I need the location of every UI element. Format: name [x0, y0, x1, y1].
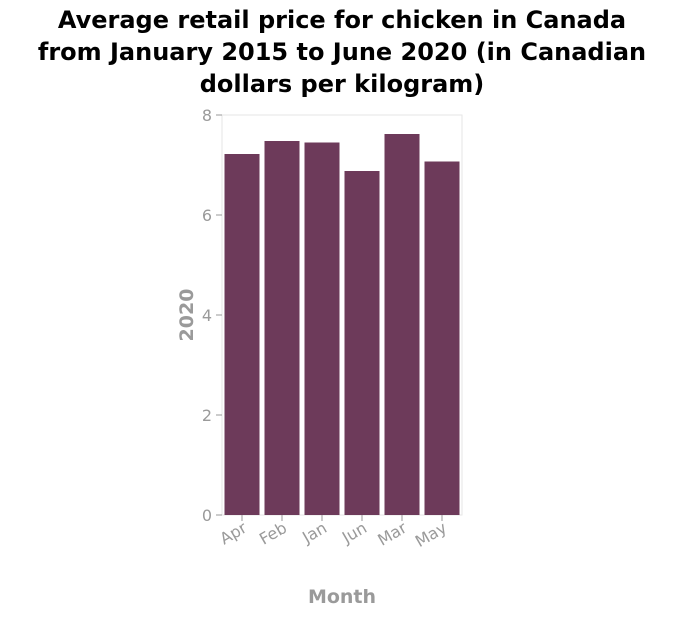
- bar-feb: [264, 141, 300, 515]
- chart-title: Average retail price for chicken in Cana…: [0, 4, 684, 100]
- bar-jan: [304, 142, 340, 515]
- x-tick-label-may: May: [412, 518, 450, 551]
- x-tick-label-mar: Mar: [374, 518, 410, 550]
- y-tick-label: 0: [202, 506, 212, 525]
- bars-group: [224, 134, 460, 515]
- x-tick-label-feb: Feb: [256, 518, 290, 549]
- y-tick-label: 6: [202, 206, 212, 225]
- bar-jun: [344, 171, 380, 515]
- chart-title-line-2: from January 2015 to June 2020 (in Canad…: [37, 38, 647, 66]
- bar-apr: [224, 154, 260, 515]
- x-tick-label-apr: Apr: [217, 518, 251, 549]
- chart-title-line-1: Average retail price for chicken in Cana…: [57, 6, 627, 34]
- bar-may: [424, 161, 460, 515]
- x-tick-label-jan: Jan: [298, 518, 330, 547]
- x-axis: Apr Feb Jan Jun Mar May: [217, 515, 450, 551]
- y-axis-title: 2020: [176, 289, 198, 342]
- chart-title-line-3: dollars per kilogram): [199, 70, 485, 98]
- y-tick-label: 8: [202, 106, 212, 125]
- y-tick-label: 2: [202, 406, 212, 425]
- y-axis: 0 2 4 6 8: [202, 106, 222, 525]
- y-tick-label: 4: [202, 306, 212, 325]
- x-tick-label-jun: Jun: [338, 518, 370, 547]
- bar-mar: [384, 134, 420, 515]
- x-axis-title: Month: [308, 586, 376, 608]
